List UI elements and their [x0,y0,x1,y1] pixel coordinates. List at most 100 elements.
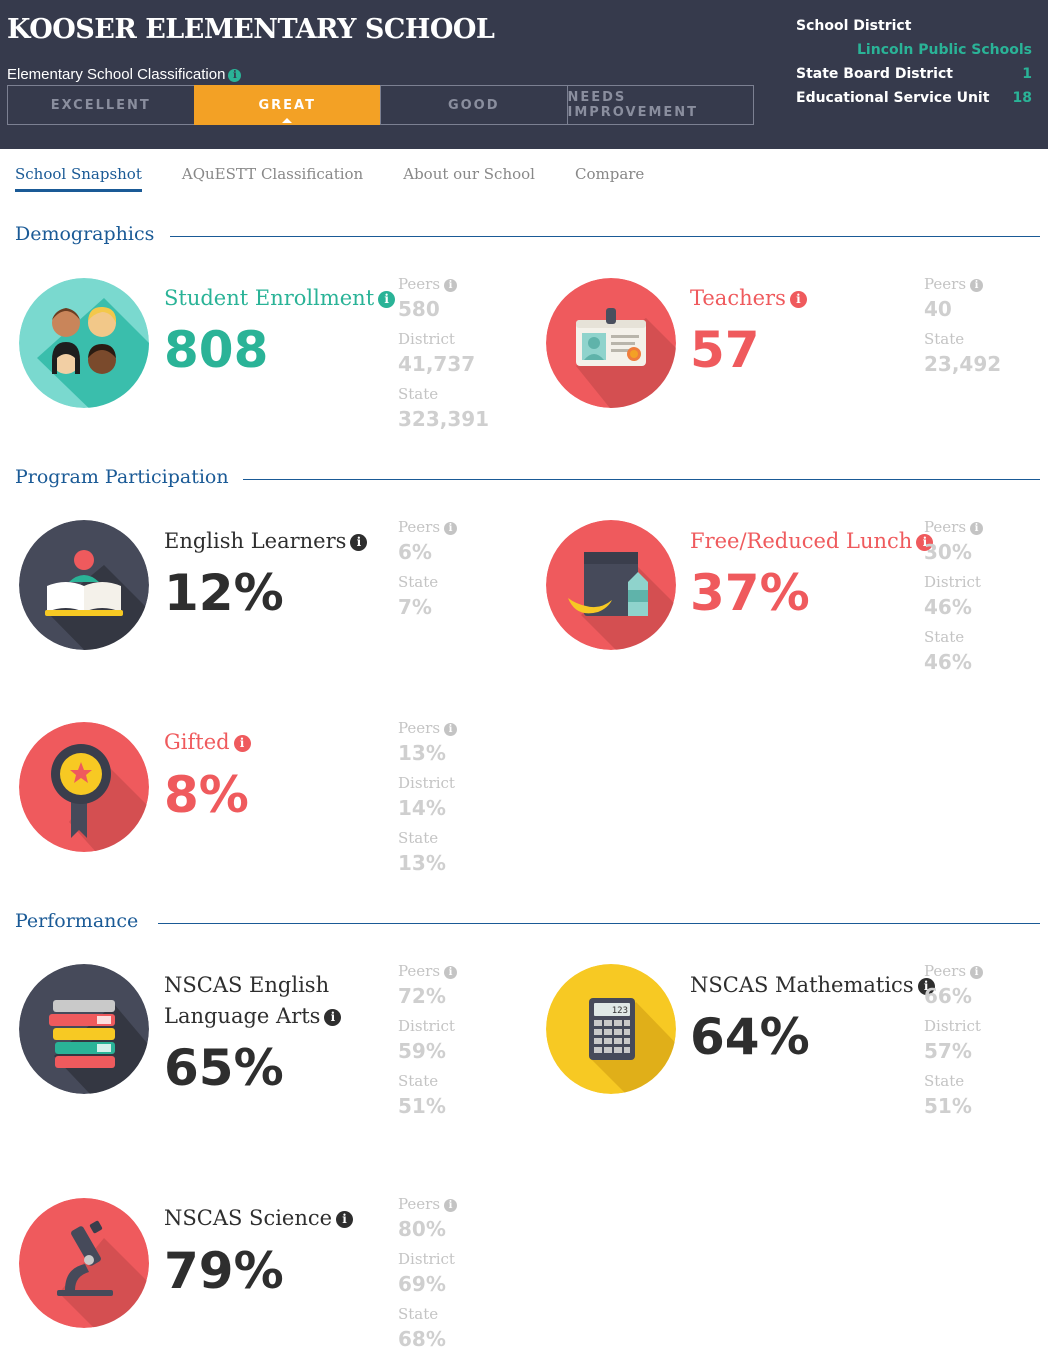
teachers-label-text: Teachers [690,286,786,310]
peers-info-icon[interactable]: i [444,966,458,979]
comparison-label: State [398,385,439,403]
comparison-value: 51% [924,1094,972,1118]
enrollment-label: Student Enrollment i [164,283,396,314]
gifted-label: Gifted i [164,727,251,758]
classification-excellent: EXCELLENT [7,85,195,125]
district-link[interactable]: Lincoln Public Schools [857,42,1032,58]
comparison-label: State [924,330,965,348]
section-demographics: Demographics [15,223,155,245]
math-info-icon[interactable]: i [917,978,935,995]
comparison-value: 7% [398,595,432,619]
science-info-icon[interactable]: i [336,1211,354,1228]
esu-label: Educational Service Unit [796,90,990,106]
teachers-info-icon[interactable]: i [789,291,807,308]
students-icon [19,278,149,408]
teachers-label: Teachers i [690,283,807,314]
enrollment-value: 808 [164,321,269,379]
classification-info-icon[interactable]: i [228,69,242,82]
page-tabs: School Snapshot AQuESTT Classification A… [15,165,684,192]
comparison-label: District [398,1017,455,1035]
id-badge-icon [546,278,676,408]
peers-info-icon[interactable]: i [444,723,458,736]
award-ribbon-icon [19,722,149,852]
peers-info-icon[interactable]: i [444,1199,458,1212]
comparison-value: 30% [924,540,972,564]
classification-label-text: Elementary School Classification [7,66,226,83]
gifted-comparisons: Peers i 13% District 14% State 13% [398,717,458,882]
school-header: KOOSER ELEMENTARY SCHOOL Elementary Scho… [0,0,1048,149]
classification-good: GOOD [380,85,568,125]
comparison-value: 13% [398,851,446,875]
comparison-label: State [398,1305,439,1323]
comparison-value: 59% [398,1039,446,1063]
comparison-value: 40 [924,297,952,321]
ela-info-icon[interactable]: i [324,1009,342,1026]
ela-value: 65% [164,1039,284,1097]
comparison-value: 46% [924,595,972,619]
classification-scale: EXCELLENT GREAT GOOD NEEDS IMPROVEMENT [7,85,754,125]
comparison-value: 14% [398,796,446,820]
comparison-value: 51% [398,1094,446,1118]
science-label-text: NSCAS Science [164,1206,333,1230]
english-learners-label: English Learners i [164,526,368,557]
comparison-label: Peers i [398,717,458,740]
comparison-value: 69% [398,1272,446,1296]
comparison-value: 6% [398,540,432,564]
board-label: State Board District [796,66,953,82]
gifted-value: 8% [164,766,249,824]
comparison-label: State [924,628,965,646]
comparison-value: 66% [924,984,972,1008]
comparison-label: Peers i [924,273,1001,296]
math-value: 64% [690,1008,810,1066]
comparison-label: Peers i [398,960,458,983]
comparison-label: State [398,573,439,591]
free-lunch-label-text: Free/Reduced Lunch [690,529,913,553]
classification-label: Elementary School Classification i [7,66,242,83]
comparison-label: District [398,330,455,348]
ela-comparisons: Peers i 72% District 59% State 51% [398,960,458,1125]
peers-info-icon[interactable]: i [444,279,458,292]
peers-info-icon[interactable]: i [970,279,984,292]
comparison-label: District [398,1250,455,1268]
tab-aquestt-classification[interactable]: AQuESTT Classification [181,165,364,183]
peers-info-icon[interactable]: i [970,522,984,535]
math-label-text: NSCAS Mathematics [690,973,914,997]
free-lunch-comparisons: Peers i 30% District 46% State 46% [924,516,984,681]
comparison-label: District [924,1017,981,1035]
tab-school-snapshot[interactable]: School Snapshot [15,165,142,192]
microscope-icon [19,1198,149,1328]
english-learners-label-text: English Learners [164,529,347,553]
classification-great: GREAT [193,85,381,125]
gifted-label-text: Gifted [164,730,230,754]
teachers-comparisons: Peers i 40 State 23,492 [924,273,1001,383]
tab-compare[interactable]: Compare [574,165,645,183]
comparison-value: 41,737 [398,352,476,376]
english-learners-value: 12% [164,564,284,622]
comparison-label: District [924,573,981,591]
peers-info-icon[interactable]: i [970,966,984,979]
english-learners-info-icon[interactable]: i [350,534,368,551]
section-program-participation: Program Participation [15,466,229,488]
lunch-bag-icon [546,520,676,650]
ela-label-line2: Language Arts i [164,1001,342,1032]
comparison-value: 13% [398,741,446,765]
comparison-label: State [398,1072,439,1090]
free-lunch-info-icon[interactable]: i [916,534,934,551]
reader-book-icon [19,520,149,650]
enrollment-info-icon[interactable]: i [378,291,396,308]
comparison-label: State [398,829,439,847]
science-comparisons: Peers i 80% District 69% State 68% [398,1193,458,1358]
books-stack-icon [19,964,149,1094]
calculator-icon: 123 [546,964,676,1094]
science-label: NSCAS Science i [164,1203,354,1234]
calculator-display: 123 [612,1006,628,1016]
board-value: 1 [1022,66,1032,82]
tab-about-our-school[interactable]: About our School [403,165,535,183]
section-divider [170,236,1040,237]
gifted-info-icon[interactable]: i [233,735,251,752]
peers-info-icon[interactable]: i [444,522,458,535]
free-lunch-value: 37% [690,564,810,622]
comparison-value: 68% [398,1327,446,1351]
district-label: School District [796,18,912,34]
enrollment-label-text: Student Enrollment [164,286,375,310]
